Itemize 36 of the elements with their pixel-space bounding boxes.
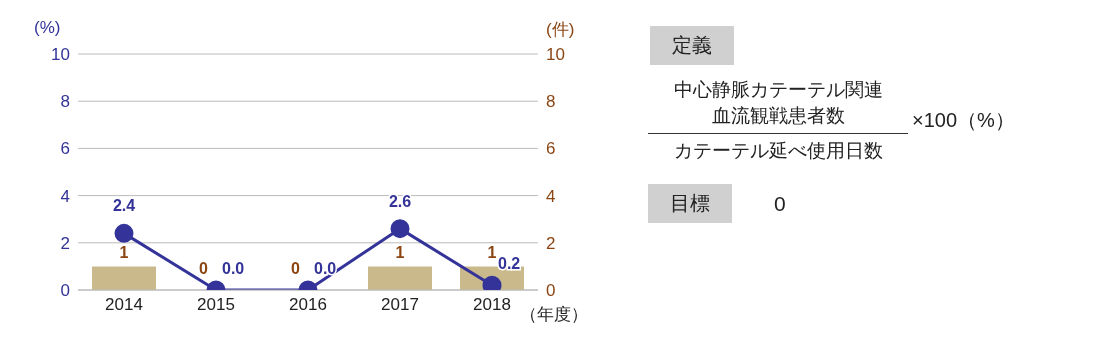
- data-label: 0.0: [314, 260, 337, 277]
- y2-axis-title: (件): [546, 19, 575, 41]
- y-tick-label: 8: [60, 92, 70, 112]
- y2-tick-label: 8: [546, 92, 556, 112]
- data-label: 2.6: [388, 192, 412, 210]
- data-label: 1: [395, 244, 405, 262]
- y2-tick-label: 0: [546, 281, 556, 301]
- x-tick-label: 2017: [381, 295, 419, 315]
- text: 0: [774, 191, 786, 216]
- x-tick-label: 2015: [197, 295, 235, 315]
- data-label: 0: [291, 260, 301, 277]
- x-tick-label: 2016: [289, 295, 327, 315]
- y-tick-label: 4: [60, 186, 70, 206]
- text: ×100（%）: [912, 108, 1015, 133]
- y-tick-label: 2: [60, 233, 70, 253]
- data-label: 1: [119, 244, 129, 262]
- y2-tick-label: 4: [546, 186, 556, 206]
- y2-tick-label: 2: [546, 233, 556, 253]
- text: 定義: [650, 26, 734, 65]
- y-tick-label: 10: [51, 45, 70, 65]
- y-tick-label: 0: [60, 281, 70, 301]
- data-label: 0: [199, 260, 209, 277]
- y-tick-label: 6: [60, 139, 70, 159]
- text: カテーテル延べ使用日数: [672, 139, 884, 163]
- text: 目標: [648, 184, 732, 223]
- x-tick-label: 2018: [473, 295, 511, 315]
- text: 血流観戦患者数: [648, 103, 908, 134]
- data-label: 2.4: [112, 197, 136, 215]
- x-axis-title: （年度）: [520, 304, 588, 326]
- data-label: 0.0: [222, 260, 245, 277]
- data-label: 1: [487, 244, 497, 262]
- y2-tick-label: 6: [546, 139, 556, 159]
- x-tick-label: 2014: [105, 295, 143, 315]
- y-axis-title: (%): [34, 18, 61, 38]
- text: 中心静脈カテーテル関連: [672, 78, 884, 102]
- y2-tick-label: 10: [546, 45, 565, 65]
